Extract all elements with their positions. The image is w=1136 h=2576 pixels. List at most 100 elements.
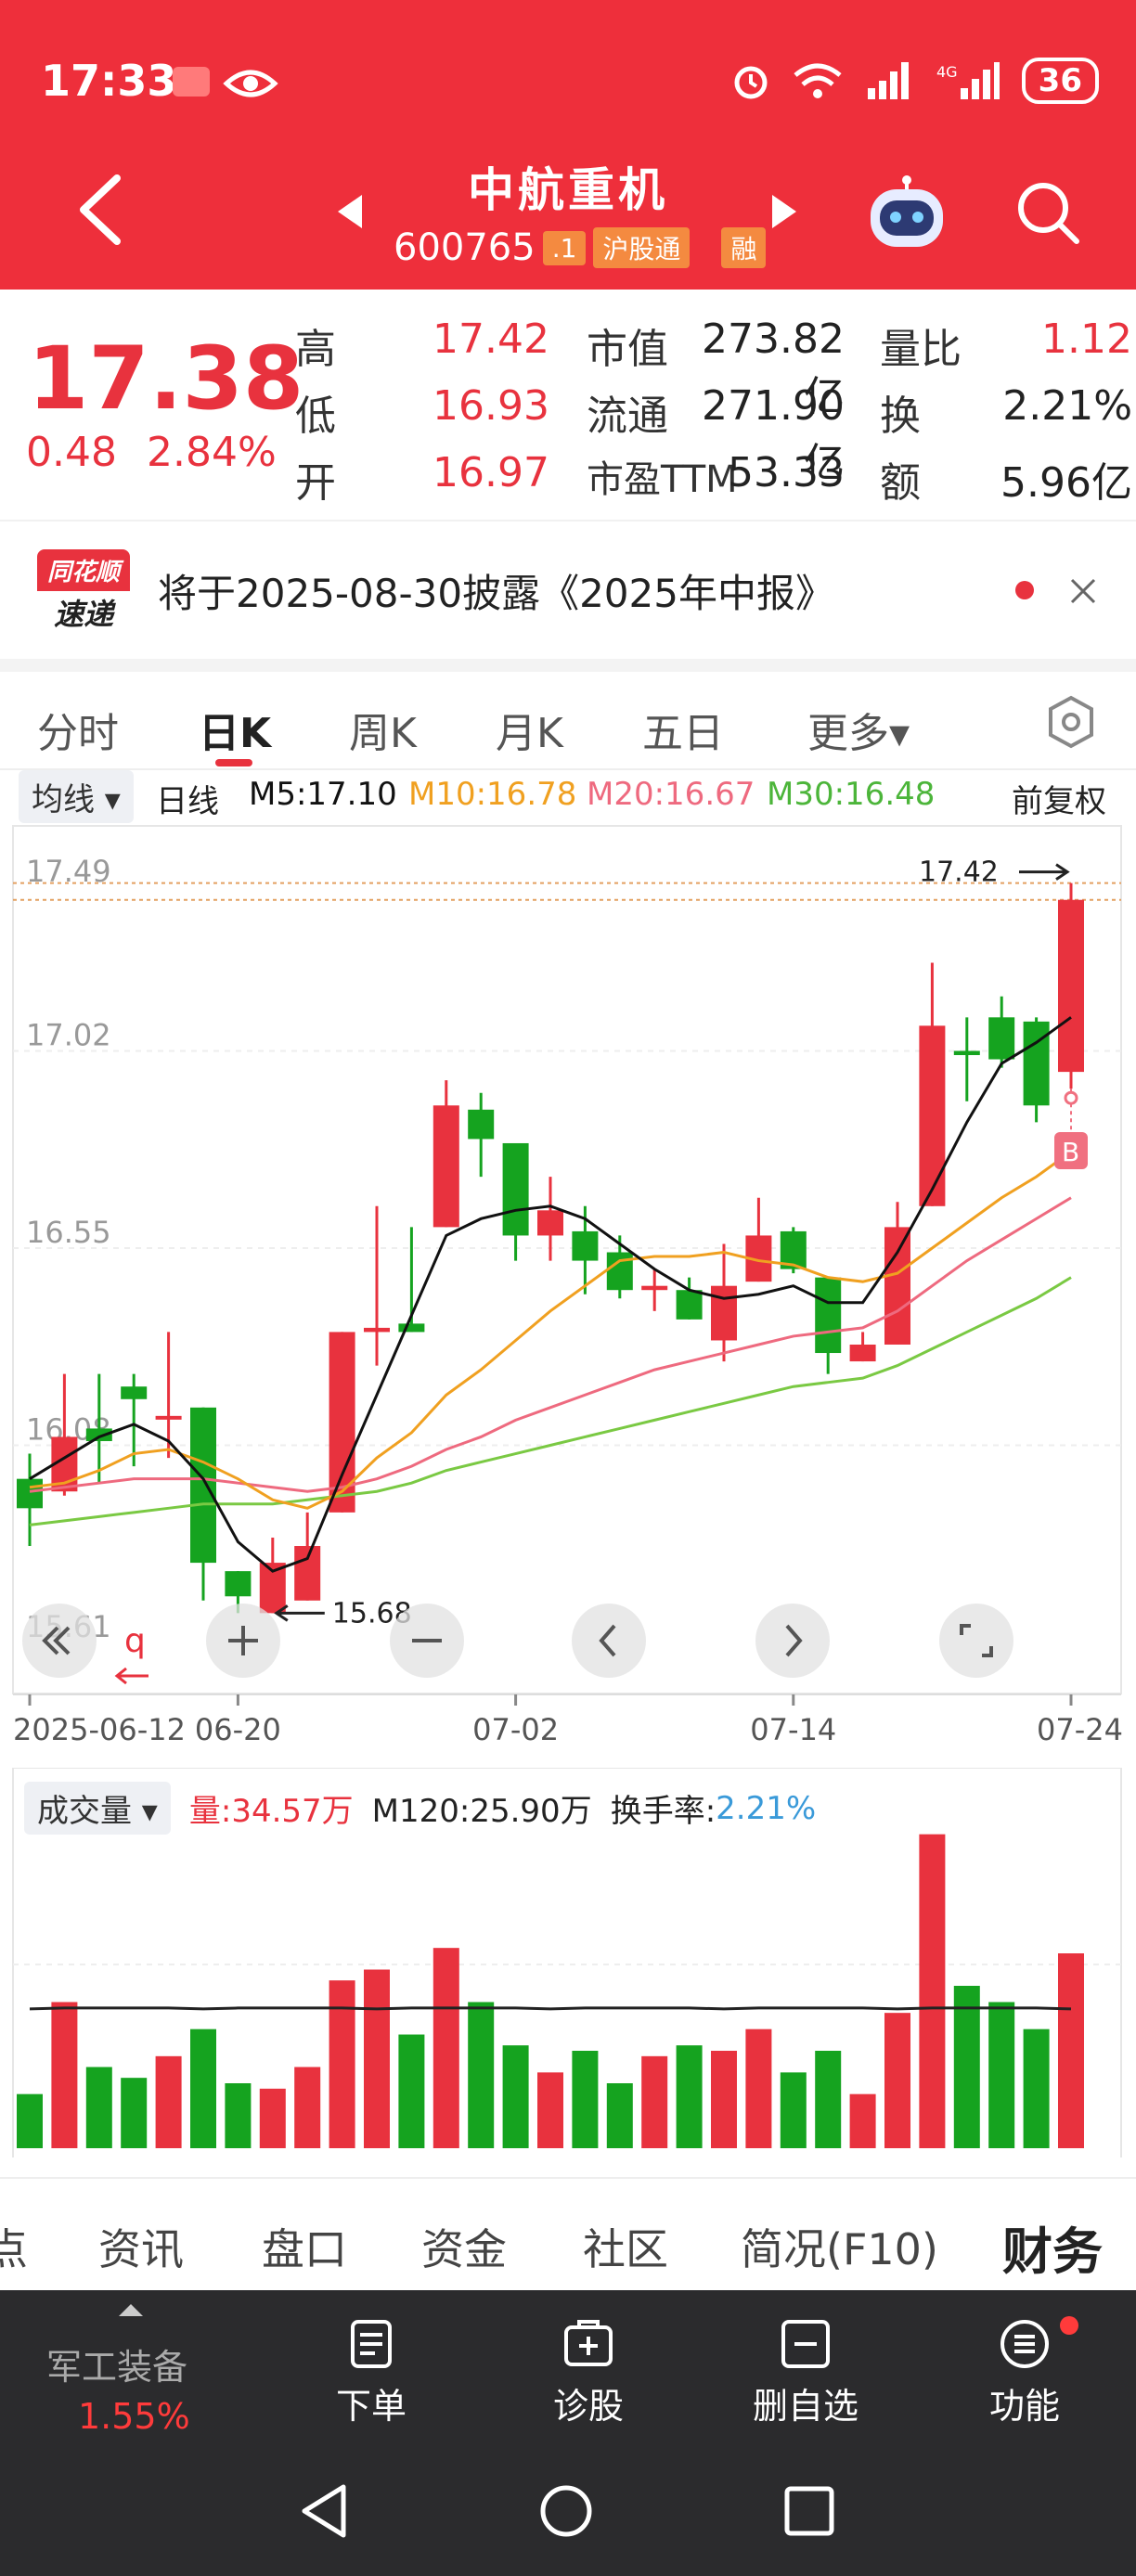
tab-monthly-k[interactable]: 月K (496, 710, 563, 757)
info-tab-community[interactable]: 社区 (583, 2224, 668, 2274)
next-stock-button[interactable] (772, 195, 796, 228)
prev-button[interactable] (572, 1604, 646, 1678)
sector-name[interactable]: 军工装备 (46, 2347, 188, 2388)
ma10-value: M10:16.78 (408, 776, 577, 813)
turnover-label: 换手率: (610, 1793, 716, 1830)
candle-body (849, 1344, 876, 1362)
volume-bar (1023, 2029, 1050, 2148)
x-axis-labels: 2025-06-12 06-20 07-02 07-14 07-24 (13, 1694, 1123, 1747)
expand-up-icon[interactable] (117, 2301, 145, 2318)
notice-unread-dot (1015, 581, 1034, 599)
info-tab-capital[interactable]: 资金 (421, 2224, 507, 2274)
diagnose-button[interactable]: 诊股 (514, 2318, 663, 2428)
function-button[interactable]: 功能 (950, 2318, 1099, 2428)
close-icon[interactable] (1069, 577, 1097, 605)
volume-chart[interactable] (0, 1768, 1136, 2157)
svg-text:4G: 4G (936, 63, 958, 81)
quote-panel: 17.38 0.48 2.84% 高 17.42 市值 273.82亿 量比 1… (0, 290, 1136, 520)
rewind-button[interactable] (22, 1604, 97, 1678)
q-marker-arrow (114, 1667, 148, 1685)
order-button[interactable]: 下单 (297, 2318, 445, 2428)
next-button[interactable] (755, 1604, 830, 1678)
volume-bar (711, 2051, 737, 2148)
active-tab-indicator (215, 759, 252, 766)
adjust-mode[interactable]: 前复权 (1012, 783, 1106, 820)
nav-home-icon[interactable] (538, 2483, 594, 2539)
notification-icon (173, 67, 210, 97)
volume-bar (259, 2088, 286, 2148)
info-tab-orderbook[interactable]: 盘口 (262, 2224, 347, 2274)
stock-title: 中航重机 (468, 163, 668, 217)
q-marker-label: q (124, 1622, 146, 1660)
volume-bar (919, 1834, 946, 2148)
info-tab-news[interactable]: 资讯 (98, 2224, 184, 2274)
candle-body (398, 1323, 425, 1333)
label-pe-ttm: 市盈TTM (587, 458, 738, 501)
system-nav-bar (0, 2448, 1136, 2576)
volume-bar (85, 2067, 112, 2148)
tab-intraday[interactable]: 分时 (37, 710, 119, 757)
candle-body (17, 1478, 43, 1509)
indicator-selector[interactable]: 均线 ▾ (19, 770, 134, 823)
ma-lines (29, 1016, 1072, 1573)
volume-bar (745, 2029, 772, 2148)
turnover-value: 2.21% (716, 1789, 817, 1827)
volume-bar (884, 2013, 910, 2148)
tag-dot1: .1 (542, 230, 587, 265)
ma-legend-row: 均线 ▾ 日线 M5:17.10 M10:16.78 M20:16.67 M30… (0, 770, 1136, 823)
candle-body (919, 1025, 946, 1206)
volume-selector[interactable]: 成交量 ▾ (24, 1782, 171, 1835)
signal-4g-icon: 4G (936, 62, 1000, 99)
x-tick-label: 06-20 (195, 1712, 281, 1747)
candle-body (641, 1285, 668, 1291)
tab-daily-k[interactable]: 日K (199, 710, 272, 757)
prev-stock-button[interactable] (338, 195, 362, 228)
y-tick-label: 17.49 (26, 854, 111, 889)
candle-body (953, 1050, 980, 1056)
candle-body (988, 1017, 1015, 1060)
tab-more[interactable]: 更多▾ (807, 710, 910, 757)
candle-body (432, 1105, 459, 1228)
robot-assistant-icon[interactable] (865, 174, 949, 252)
candle-body (572, 1230, 599, 1261)
nav-back-icon[interactable] (299, 2483, 351, 2539)
buy-marker-badge (1054, 1132, 1088, 1169)
tag-hk-connect: 沪股通 (593, 227, 691, 268)
low-arrow (274, 1604, 325, 1622)
candle-body (121, 1386, 148, 1399)
stock-code-row: 600765 .1 沪股通 融 (394, 226, 767, 269)
tab-five-day[interactable]: 五日 (642, 710, 724, 757)
label-float-cap: 流通 (587, 393, 668, 440)
info-tab-profile[interactable]: 简况(F10) (741, 2224, 938, 2274)
x-tick-label: 07-14 (750, 1712, 836, 1747)
candle-body (815, 1277, 842, 1354)
notice-banner[interactable]: 同花顺 速递 将于2025-08-30披露《2025年中报》 (0, 520, 1136, 659)
y-tick-label: 17.02 (26, 1018, 111, 1053)
status-icons: 4G 36 (730, 58, 1099, 104)
y-tick-label: 16.55 (26, 1215, 111, 1250)
info-tab-partial[interactable]: 点 (0, 2224, 28, 2274)
alarm-icon (734, 66, 768, 99)
tab-weekly-k[interactable]: 周K (349, 710, 417, 757)
volume-bar (815, 2051, 842, 2148)
volume-bar (155, 2055, 182, 2148)
remove-watchlist-button[interactable]: 删自选 (731, 2318, 880, 2428)
remove-watchlist-icon (781, 2320, 830, 2368)
volume-bar (51, 2002, 78, 2148)
fullscreen-button[interactable] (939, 1604, 1013, 1678)
label-market-cap: 市值 (587, 326, 668, 373)
volume-bar (398, 2034, 425, 2148)
period-tabs: 分时 日K 周K 月K 五日 更多▾ (0, 659, 1136, 770)
info-tab-finance[interactable]: 财务 (1002, 2222, 1103, 2281)
signal-icon (867, 62, 909, 99)
back-button[interactable] (74, 173, 126, 247)
zoom-in-icon (228, 1626, 258, 1655)
search-icon[interactable] (1015, 180, 1080, 245)
wifi-icon (794, 63, 842, 98)
nav-recents-icon[interactable] (783, 2485, 835, 2537)
label-open: 开 (295, 459, 336, 507)
settings-hex-icon[interactable] (1045, 694, 1097, 750)
volume-bar (1058, 1953, 1084, 2148)
ma10-line (29, 1150, 1072, 1510)
